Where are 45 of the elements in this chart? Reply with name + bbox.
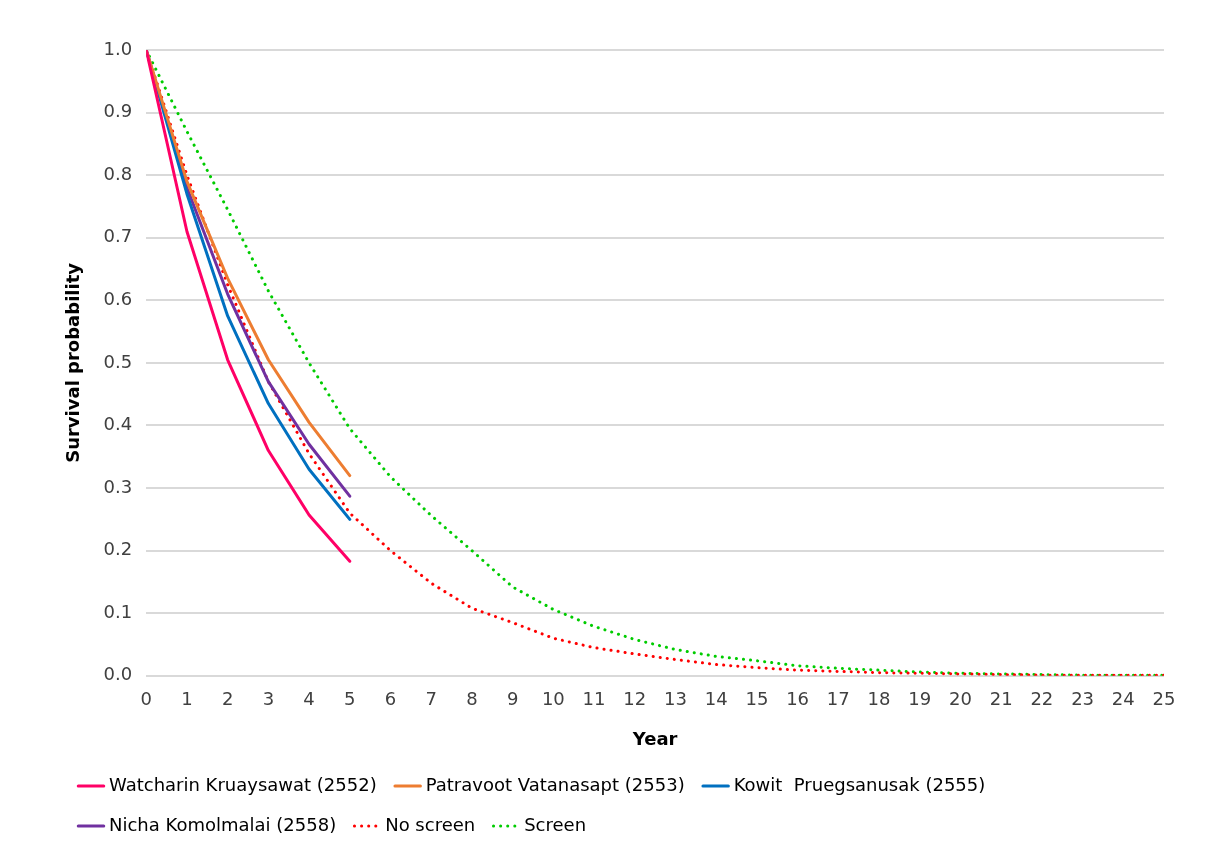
x-tick-label: 6 <box>384 688 397 710</box>
x-tick-label: 12 <box>623 688 647 710</box>
x-tick-label: 16 <box>786 688 810 710</box>
x-tick-label: 19 <box>908 688 932 710</box>
x-tick-label: 23 <box>1071 688 1095 710</box>
x-tick-label: 20 <box>948 688 972 710</box>
y-tick-label: 0.1 <box>103 600 133 622</box>
y-tick-label: 0.4 <box>103 413 133 435</box>
legend-label: Screen <box>524 813 587 835</box>
x-tick-label: 9 <box>506 688 519 710</box>
x-tick-label: 4 <box>303 688 315 710</box>
x-tick-label: 11 <box>582 688 606 710</box>
x-tick-label: 13 <box>664 688 687 710</box>
x-tick-label: 24 <box>1111 688 1135 710</box>
y-tick-label: 0.6 <box>103 287 133 309</box>
x-tick-label: 1 <box>181 688 193 710</box>
y-tick-label: 0.2 <box>103 538 133 560</box>
x-tick-label: 17 <box>826 688 850 710</box>
legend-label: No screen <box>385 813 476 835</box>
legend-label: Watcharin Kruaysawat (2552) <box>109 773 377 795</box>
y-tick-label: 0.0 <box>103 663 133 685</box>
legend-label: Kowit Pruegsanusak (2555) <box>733 773 986 795</box>
x-axis-title: Year <box>631 727 678 749</box>
x-tick-label: 8 <box>466 688 478 710</box>
x-tick-label: 10 <box>541 688 565 710</box>
legend-label: Patravoot Vatanasapt (2553) <box>425 773 685 795</box>
x-tick-label: 5 <box>344 688 356 710</box>
x-tick-label: 0 <box>140 688 152 710</box>
y-tick-label: 0.5 <box>103 350 133 372</box>
x-tick-label: 15 <box>745 688 769 710</box>
y-tick-label: 0.8 <box>103 162 133 184</box>
x-tick-label: 14 <box>704 688 728 710</box>
x-tick-label: 7 <box>425 688 437 710</box>
y-tick-label: 0.9 <box>103 100 133 122</box>
x-tick-label: 25 <box>1152 688 1176 710</box>
x-tick-label: 18 <box>867 688 891 710</box>
legend-label: Nicha Komolmalai (2558) <box>109 813 337 835</box>
y-tick-label: 0.7 <box>103 225 133 247</box>
y-tick-label: 0.3 <box>103 475 133 497</box>
x-tick-label: 3 <box>262 688 275 710</box>
y-tick-label: 1.0 <box>103 37 133 59</box>
x-tick-label: 2 <box>221 688 234 710</box>
y-axis-title: Survival probability <box>62 262 84 463</box>
x-tick-label: 21 <box>989 688 1013 710</box>
x-tick-label: 22 <box>1030 688 1054 710</box>
